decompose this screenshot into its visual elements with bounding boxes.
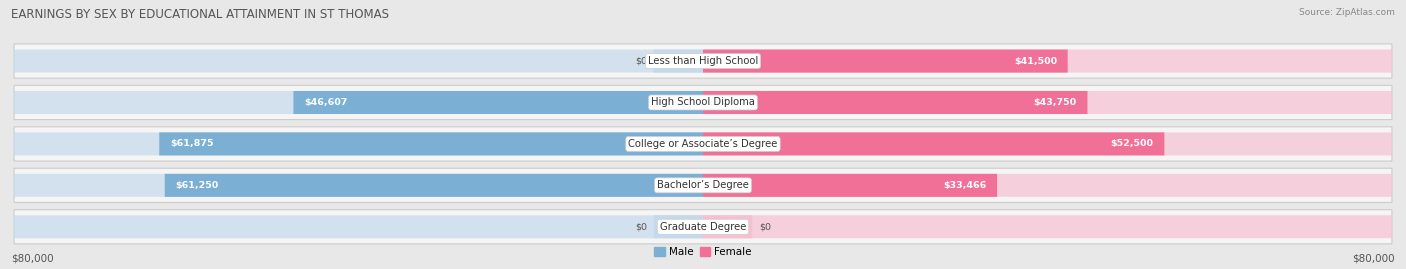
Text: High School Diploma: High School Diploma (651, 97, 755, 108)
FancyBboxPatch shape (14, 49, 703, 73)
FancyBboxPatch shape (703, 91, 1087, 114)
Text: $52,500: $52,500 (1111, 139, 1154, 148)
FancyBboxPatch shape (703, 215, 752, 238)
FancyBboxPatch shape (703, 49, 1392, 73)
FancyBboxPatch shape (14, 132, 703, 155)
FancyBboxPatch shape (703, 174, 997, 197)
FancyBboxPatch shape (14, 174, 703, 197)
FancyBboxPatch shape (654, 49, 703, 73)
Legend: Male, Female: Male, Female (650, 243, 756, 261)
Text: $61,250: $61,250 (176, 181, 218, 190)
FancyBboxPatch shape (654, 215, 703, 238)
FancyBboxPatch shape (165, 174, 703, 197)
Text: Source: ZipAtlas.com: Source: ZipAtlas.com (1299, 8, 1395, 17)
Text: $0: $0 (634, 56, 647, 66)
Text: $46,607: $46,607 (304, 98, 347, 107)
FancyBboxPatch shape (703, 132, 1164, 155)
Text: Bachelor’s Degree: Bachelor’s Degree (657, 180, 749, 190)
Text: $0: $0 (634, 222, 647, 231)
FancyBboxPatch shape (703, 91, 1392, 114)
Text: $33,466: $33,466 (943, 181, 987, 190)
Text: $41,500: $41,500 (1014, 56, 1057, 66)
FancyBboxPatch shape (14, 91, 703, 114)
Text: College or Associate’s Degree: College or Associate’s Degree (628, 139, 778, 149)
FancyBboxPatch shape (14, 127, 1392, 161)
FancyBboxPatch shape (294, 91, 703, 114)
FancyBboxPatch shape (703, 215, 1392, 238)
FancyBboxPatch shape (14, 44, 1392, 78)
FancyBboxPatch shape (14, 215, 703, 238)
Text: $80,000: $80,000 (1353, 253, 1395, 263)
FancyBboxPatch shape (14, 210, 1392, 244)
Text: $43,750: $43,750 (1033, 98, 1077, 107)
FancyBboxPatch shape (703, 49, 1067, 73)
FancyBboxPatch shape (14, 168, 1392, 203)
Text: Less than High School: Less than High School (648, 56, 758, 66)
Text: Graduate Degree: Graduate Degree (659, 222, 747, 232)
FancyBboxPatch shape (159, 132, 703, 155)
FancyBboxPatch shape (703, 174, 1392, 197)
FancyBboxPatch shape (14, 85, 1392, 120)
Text: $80,000: $80,000 (11, 253, 53, 263)
Text: $0: $0 (759, 222, 772, 231)
Text: $61,875: $61,875 (170, 139, 214, 148)
FancyBboxPatch shape (703, 132, 1392, 155)
Text: EARNINGS BY SEX BY EDUCATIONAL ATTAINMENT IN ST THOMAS: EARNINGS BY SEX BY EDUCATIONAL ATTAINMEN… (11, 8, 389, 21)
